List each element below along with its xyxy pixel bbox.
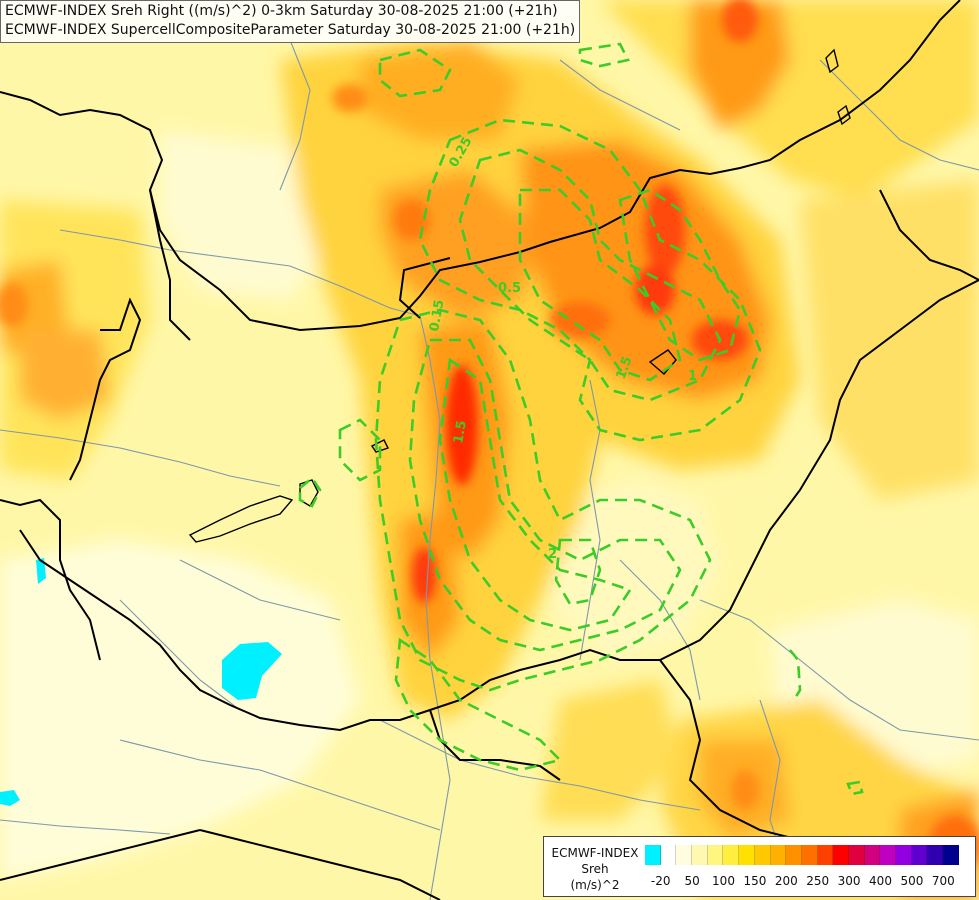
legend-swatch bbox=[770, 845, 787, 865]
contour-label: 1.5 bbox=[614, 355, 636, 382]
map-title-line-1: ECMWF-INDEX Sreh Right ((m/s)^2) 0-3km S… bbox=[5, 3, 558, 19]
legend-swatch bbox=[786, 845, 802, 865]
legend-tick-label: -20 bbox=[650, 874, 671, 888]
legend-tick-label: 100 bbox=[712, 874, 735, 888]
legend-swatch bbox=[801, 845, 818, 865]
legend-ticks: -20 50 100 150 200 250 300 400 500 700 bbox=[645, 874, 973, 890]
color-legend: ECMWF-INDEX Sreh (m/s)^2 -20 50 100 150 200 2… bbox=[543, 836, 976, 897]
contour-labels: 0.25 0.5 0.15 1.5 1 2 1.5 bbox=[427, 135, 697, 562]
legend-tick-label: 500 bbox=[900, 874, 924, 888]
legend-swatch bbox=[817, 845, 834, 865]
lakes bbox=[188, 48, 851, 543]
legend-swatch bbox=[676, 845, 693, 865]
legend-tick-label: 400 bbox=[869, 874, 892, 888]
legend-tick-label: 50 bbox=[684, 874, 700, 888]
legend-label: ECMWF-INDEX Sreh (m/s)^2 bbox=[548, 845, 642, 893]
map-title-line-2: ECMWF-INDEX SupercellCompositeParameter … bbox=[5, 22, 576, 38]
legend-tick-label: 200 bbox=[774, 874, 798, 888]
map-title-box: ECMWF-INDEX Sreh Right ((m/s)^2) 0-3km S… bbox=[0, 0, 581, 43]
legend-title: ECMWF-INDEX bbox=[551, 846, 639, 860]
legend-swatch bbox=[911, 845, 928, 865]
contour-label: 0.5 bbox=[498, 281, 521, 296]
legend-swatch bbox=[880, 845, 896, 865]
legend-swatch bbox=[660, 845, 677, 865]
legend-swatch bbox=[943, 845, 959, 865]
legend-unit: (m/s)^2 bbox=[570, 878, 620, 892]
scp-contours bbox=[298, 42, 864, 796]
contour-label: 0.15 bbox=[427, 298, 447, 332]
legend-tick-label: 700 bbox=[931, 874, 955, 888]
legend-tick-label: 150 bbox=[743, 874, 767, 888]
legend-swatch bbox=[739, 845, 755, 865]
legend-swatch bbox=[707, 845, 724, 865]
contour-label: 2 bbox=[548, 547, 557, 562]
legend-swatch bbox=[754, 845, 771, 865]
legend-swatch bbox=[927, 845, 944, 865]
rivers bbox=[0, 39, 979, 900]
legend-swatches bbox=[645, 845, 959, 865]
legend-variable: Sreh bbox=[581, 862, 609, 876]
contour-label: 1 bbox=[688, 369, 697, 384]
legend-swatch bbox=[848, 845, 865, 865]
legend-swatch bbox=[833, 845, 849, 865]
legend-swatch bbox=[723, 845, 740, 865]
legend-swatch bbox=[692, 845, 708, 865]
contour-label: 1.5 bbox=[451, 419, 470, 444]
legend-tick-label: 300 bbox=[837, 874, 861, 888]
legend-swatch bbox=[645, 845, 661, 865]
sreh-negative bbox=[0, 558, 282, 806]
legend-swatch bbox=[896, 845, 912, 865]
legend-tick-label: 250 bbox=[806, 874, 830, 888]
legend-swatch bbox=[864, 845, 881, 865]
